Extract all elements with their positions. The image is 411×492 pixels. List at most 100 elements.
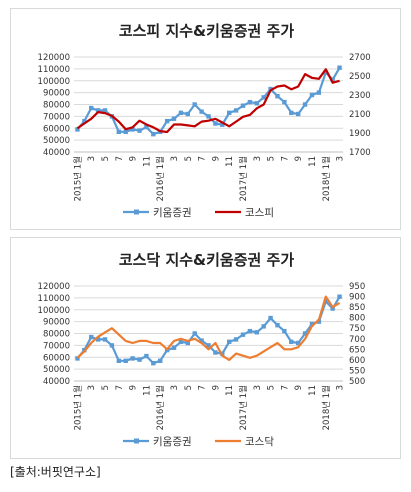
data-point	[199, 109, 204, 114]
data-point	[268, 315, 273, 321]
data-point	[164, 118, 170, 124]
data-point	[102, 337, 108, 342]
data-point	[295, 340, 301, 346]
data-point	[213, 121, 218, 126]
legend-label: 키움증권	[153, 436, 192, 448]
left-axis-tick-label: 40000	[43, 148, 70, 158]
data-point	[116, 129, 122, 135]
data-point	[82, 118, 87, 124]
data-point	[233, 337, 239, 342]
x-tick-label: 11	[142, 385, 152, 396]
data-point	[109, 343, 115, 348]
data-point	[102, 108, 108, 113]
x-tick-label: 3	[253, 156, 263, 161]
right-axis-tick-label: 550	[349, 366, 365, 376]
x-tick-label: 7	[280, 156, 290, 161]
right-axis-tick-label: 2100	[349, 110, 371, 120]
data-point	[151, 131, 156, 137]
data-point	[75, 127, 80, 132]
x-tick-label: 2017년 1월	[238, 156, 249, 201]
x-tick-label: 3	[87, 385, 97, 390]
x-tick-label: 2015년 1월	[72, 385, 83, 430]
left-axis-tick-label: 90000	[43, 318, 70, 328]
x-tick-label: 3	[253, 385, 263, 390]
x-tick-label: 3	[170, 156, 180, 161]
right-axis-tick-label: 700	[349, 335, 365, 345]
data-point	[289, 110, 294, 116]
data-point	[247, 328, 253, 334]
data-point	[302, 331, 308, 336]
data-point	[323, 70, 328, 75]
data-point	[261, 95, 266, 100]
left-axis-tick-label: 90000	[43, 89, 70, 99]
chart-title: 코스피 지수&키움증권 주가	[119, 22, 295, 40]
data-point	[206, 343, 211, 348]
chart-title: 코스닥 지수&키움증권 주가	[119, 251, 295, 269]
left-axis-tick-label: 110000	[38, 294, 70, 304]
data-point	[302, 102, 308, 107]
data-point	[123, 358, 128, 364]
x-tick-label: 7	[198, 385, 208, 390]
data-point	[116, 358, 122, 364]
data-point	[289, 339, 294, 345]
x-tick-label: 2016년 1월	[155, 156, 166, 201]
x-tick-label: 2018년 1월	[321, 385, 332, 430]
data-point	[330, 77, 335, 82]
source-note: [출처:버핏연구소]	[10, 465, 101, 479]
data-point	[240, 103, 246, 108]
right-axis-tick-label: 800	[349, 314, 365, 324]
data-point	[330, 306, 335, 311]
x-tick-label: 3	[336, 385, 346, 390]
left-axis-tick-label: 40000	[43, 377, 70, 387]
x-tick-label: 2015년 1월	[72, 156, 83, 201]
x-tick-label: 11	[225, 385, 235, 396]
right-axis-tick-label: 2300	[349, 91, 371, 101]
data-point	[192, 102, 197, 107]
x-tick-label: 7	[115, 385, 125, 390]
right-axis-tick-label: 2700	[349, 53, 371, 63]
series-line-1	[76, 295, 341, 362]
data-point	[158, 358, 163, 364]
x-tick-label: 3	[170, 385, 180, 390]
left-axis-tick-label: 120000	[38, 282, 70, 292]
right-axis-tick-label: 600	[349, 356, 365, 366]
legend-marker	[134, 209, 139, 215]
data-point	[309, 92, 315, 98]
legend-label: 키움증권	[153, 207, 192, 219]
x-tick-label: 7	[198, 156, 208, 161]
left-axis-tick-label: 60000	[43, 353, 70, 363]
data-point	[130, 127, 135, 132]
legend-label: 코스피	[245, 207, 274, 219]
x-tick-label: 2017년 1월	[238, 385, 249, 430]
data-point	[275, 93, 280, 99]
data-point	[171, 116, 177, 121]
data-point	[178, 339, 184, 345]
left-axis-tick-label: 80000	[43, 101, 70, 111]
series-line-0	[76, 296, 341, 365]
data-point	[178, 110, 184, 116]
series-line-0	[76, 67, 341, 136]
data-point	[240, 332, 246, 337]
legend-label: 코스닥	[245, 436, 274, 448]
left-axis-tick-label: 80000	[43, 330, 70, 340]
x-tick-label: 2018년 1월	[321, 156, 332, 201]
x-tick-label: 5	[267, 156, 277, 161]
data-point	[247, 99, 253, 105]
right-axis-tick-label: 650	[349, 345, 365, 355]
data-point	[185, 111, 191, 117]
x-tick-label: 5	[184, 156, 194, 161]
data-point	[151, 360, 156, 366]
right-axis-tick-label: 900	[349, 293, 365, 303]
kosdaq-chart-panel: 코스닥 지수&키움증권 주가 40000 50000 60000 70000 80000 9…	[10, 237, 401, 459]
data-point	[95, 337, 101, 342]
x-tick-label: 5	[101, 156, 111, 161]
x-tick-label: 11	[225, 156, 235, 167]
data-point	[254, 330, 259, 335]
kospi-chart-panel: 코스피 지수&키움증권 주가 40000 50000 60000 70000 80000 9…	[10, 8, 401, 230]
data-point	[220, 122, 225, 127]
data-point	[337, 65, 342, 70]
x-tick-label: 5	[101, 385, 111, 390]
x-tick-label: 9	[129, 385, 139, 390]
